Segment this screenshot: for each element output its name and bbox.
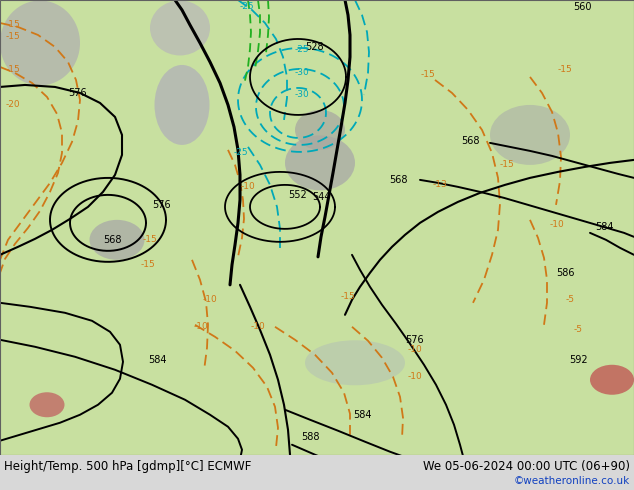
Text: -15: -15 xyxy=(340,293,356,301)
Text: -15: -15 xyxy=(143,235,157,245)
Text: -15: -15 xyxy=(420,71,435,79)
Text: -15: -15 xyxy=(500,160,515,170)
Text: -5: -5 xyxy=(574,325,583,334)
Ellipse shape xyxy=(295,110,345,150)
Text: -30: -30 xyxy=(295,69,309,77)
Text: 586: 586 xyxy=(556,268,574,278)
Text: ©weatheronline.co.uk: ©weatheronline.co.uk xyxy=(514,476,630,486)
Text: -10: -10 xyxy=(203,295,217,304)
Ellipse shape xyxy=(305,340,405,385)
Text: -15: -15 xyxy=(141,260,155,270)
Ellipse shape xyxy=(30,392,65,417)
Text: 560: 560 xyxy=(573,2,592,12)
Ellipse shape xyxy=(590,365,634,395)
Text: 552: 552 xyxy=(288,190,307,200)
Ellipse shape xyxy=(155,65,209,145)
Ellipse shape xyxy=(285,135,355,191)
Text: 576: 576 xyxy=(68,88,87,98)
Text: -10: -10 xyxy=(408,345,423,354)
Text: -10: -10 xyxy=(550,220,565,229)
Text: 568: 568 xyxy=(462,136,480,146)
Text: 584: 584 xyxy=(353,410,372,420)
Text: 528: 528 xyxy=(306,42,325,52)
Text: -20: -20 xyxy=(6,100,21,109)
Ellipse shape xyxy=(89,220,145,260)
Text: -10: -10 xyxy=(408,372,423,381)
Text: -15: -15 xyxy=(6,21,21,29)
Text: -25: -25 xyxy=(295,46,309,54)
Ellipse shape xyxy=(0,0,80,85)
Text: -13: -13 xyxy=(432,180,448,190)
Text: We 05-06-2024 00:00 UTC (06+90): We 05-06-2024 00:00 UTC (06+90) xyxy=(423,460,630,473)
Ellipse shape xyxy=(150,0,210,55)
Text: 588: 588 xyxy=(301,432,320,441)
Text: 568: 568 xyxy=(389,175,408,185)
Text: -10: -10 xyxy=(193,322,208,331)
Text: -30: -30 xyxy=(295,91,309,99)
Text: 544: 544 xyxy=(312,192,330,202)
Text: -15: -15 xyxy=(6,66,21,74)
Ellipse shape xyxy=(490,105,570,165)
Text: -25: -25 xyxy=(240,2,255,11)
Text: -5: -5 xyxy=(566,295,574,304)
Text: 576: 576 xyxy=(406,335,424,345)
Text: 592: 592 xyxy=(569,355,587,365)
Text: 584: 584 xyxy=(148,355,167,365)
Text: -15: -15 xyxy=(6,32,21,42)
Text: -10: -10 xyxy=(241,182,256,192)
Text: -25: -25 xyxy=(233,148,248,157)
Text: -10: -10 xyxy=(250,322,266,331)
Text: -15: -15 xyxy=(558,66,573,74)
Text: 576: 576 xyxy=(152,200,171,210)
Text: 568: 568 xyxy=(103,235,121,245)
Text: 584: 584 xyxy=(595,222,614,232)
Text: Height/Temp. 500 hPa [gdmp][°C] ECMWF: Height/Temp. 500 hPa [gdmp][°C] ECMWF xyxy=(4,460,251,473)
